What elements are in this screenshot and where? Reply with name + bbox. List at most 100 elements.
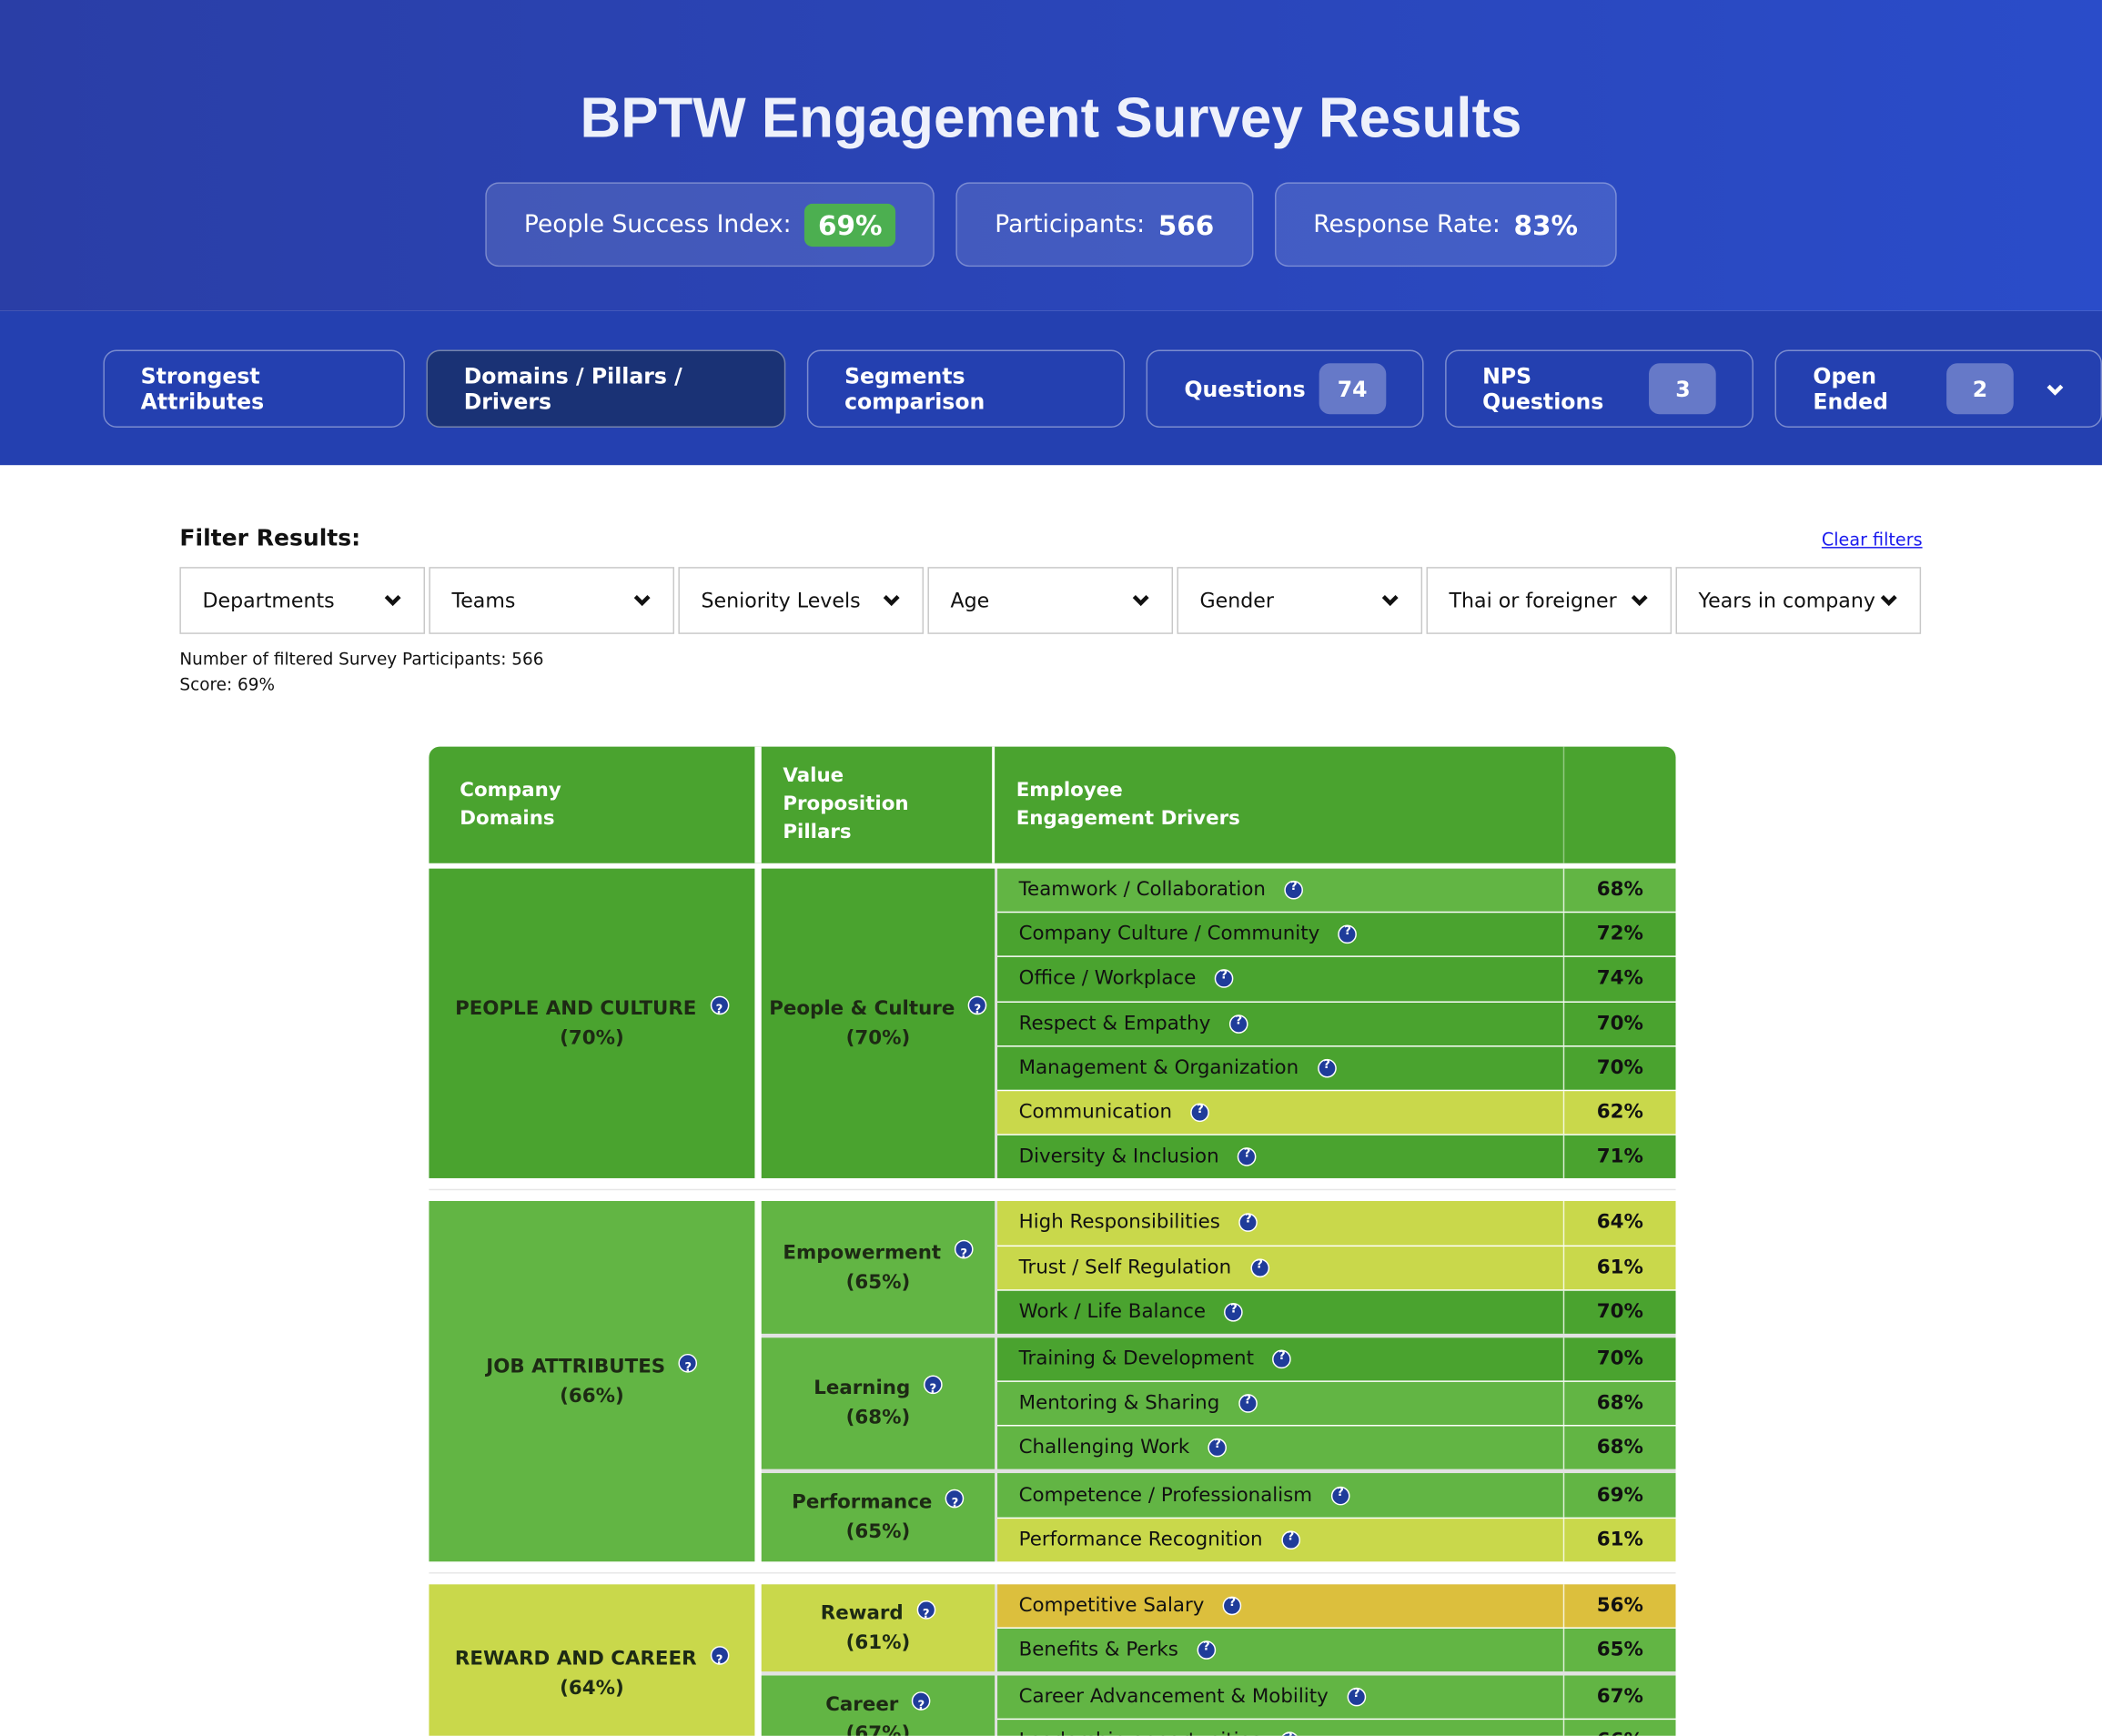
pillar-name-line: Reward — [821, 1599, 936, 1630]
driver-row: Challenging Work 68% — [997, 1426, 1676, 1470]
driver-name: Challenging Work — [1018, 1437, 1190, 1459]
clear-filters[interactable]: Clear filters — [1821, 530, 1923, 551]
help-icon[interactable] — [945, 1489, 965, 1519]
pillar-cell: Performance (65%) — [761, 1473, 995, 1562]
help-icon[interactable] — [1338, 924, 1358, 944]
pillar-name-line: Performance — [792, 1488, 965, 1519]
driver-name: Benefits & Perks — [1018, 1639, 1178, 1661]
driver-row: Office / Workplace 74% — [997, 957, 1676, 1001]
dropdown-label: Departments — [202, 588, 335, 613]
help-icon[interactable] — [912, 1691, 931, 1721]
help-icon[interactable] — [1224, 1302, 1244, 1322]
help-icon[interactable] — [1317, 1058, 1337, 1078]
help-icon[interactable] — [1279, 1732, 1299, 1736]
score-info: Score: 69% — [179, 674, 275, 695]
pillar-column: People & Culture (70%) Teamwork / Collabor… — [761, 868, 1676, 1179]
driver-score: 74% — [1562, 957, 1676, 1001]
filter-dropdown[interactable]: Departments — [179, 567, 426, 634]
driver-row: Communication 62% — [997, 1091, 1676, 1135]
driver-row: Benefits & Perks 65% — [997, 1628, 1676, 1672]
driver-name: Work / Life Balance — [1018, 1301, 1207, 1323]
tab-label: NPS Questions — [1482, 363, 1604, 415]
driver-name-cell: Challenging Work — [997, 1437, 1563, 1459]
driver-score: 68% — [1562, 1426, 1676, 1470]
dropdown-label: Seniority Levels — [701, 588, 861, 613]
help-icon[interactable] — [954, 1239, 974, 1269]
help-icon[interactable] — [1214, 969, 1234, 989]
driver-row: Competence / Professionalism 69% — [997, 1473, 1676, 1518]
help-icon[interactable] — [1197, 1640, 1217, 1660]
tab[interactable]: NPS Questions 3 — [1444, 349, 1754, 428]
pillar: Career (67%) Career Advancement & Mobility… — [761, 1675, 1676, 1736]
driver-row: Management & Organization 70% — [997, 1046, 1676, 1090]
driver-name-cell: Leadership opportunities — [997, 1731, 1563, 1736]
filter-dropdown[interactable]: Years in company — [1675, 567, 1922, 634]
pillar-name: Learning — [814, 1378, 911, 1400]
driver-name-cell: Performance Recognition — [997, 1529, 1563, 1551]
domain-name-line: JOB ATTRIBUTES — [486, 1352, 698, 1383]
help-icon[interactable] — [916, 1600, 936, 1630]
driver-name: Teamwork / Collaboration — [1018, 879, 1266, 902]
help-icon[interactable] — [1272, 1349, 1292, 1369]
driver-score: 71% — [1562, 1135, 1676, 1179]
driver-score: 66% — [1562, 1720, 1676, 1736]
help-icon[interactable] — [1190, 1103, 1210, 1123]
pillar-score: (67%) — [845, 1723, 911, 1736]
driver-score: 70% — [1562, 1002, 1676, 1045]
help-icon[interactable] — [1284, 881, 1304, 900]
help-icon[interactable] — [1229, 1014, 1248, 1034]
help-icon[interactable] — [710, 995, 729, 1024]
driver-name: Career Advancement & Mobility — [1018, 1686, 1329, 1709]
help-icon[interactable] — [1347, 1688, 1367, 1707]
help-icon[interactable] — [1208, 1438, 1228, 1458]
help-icon[interactable] — [1223, 1596, 1242, 1616]
chevron-icon — [1631, 595, 1648, 607]
driver-row: Competitive Salary 56% — [997, 1584, 1676, 1628]
tab[interactable]: Open Ended 2 — [1775, 349, 2102, 428]
filter-dropdown[interactable]: Gender — [1177, 567, 1423, 634]
dropdown-label: Teams — [451, 588, 516, 613]
driver-row: Trust / Self Regulation 61% — [997, 1246, 1676, 1289]
driver-row: High Responsibilities 64% — [997, 1201, 1676, 1245]
driver-name-cell: Benefits & Perks — [997, 1639, 1563, 1661]
filter-dropdown[interactable]: Thai or foreigner — [1426, 567, 1673, 634]
pillar: Learning(68%)Training & Development70%Me… — [761, 1337, 1676, 1470]
stats: People Success Index: 69% Participants: 566… — [0, 182, 2102, 267]
tab[interactable]: Questions 74 — [1147, 349, 1424, 428]
filter-dropdown[interactable]: Teams — [429, 567, 675, 634]
chevron-icon — [1132, 595, 1149, 607]
filter-dropdown[interactable]: Age — [927, 567, 1174, 634]
filter-dropdown[interactable]: Seniority Levels — [678, 567, 925, 634]
domain-group: REWARD AND CAREER (64%) Reward (61%) Competi… — [429, 1584, 1676, 1736]
stat-card: People Success Index: 69% — [485, 182, 935, 267]
domain-cell: JOB ATTRIBUTES (66%) — [429, 1201, 755, 1562]
group-separator — [429, 1178, 1676, 1191]
help-icon[interactable] — [968, 995, 987, 1024]
tab-label: Domains / Pillars / Drivers — [463, 363, 682, 415]
help-icon[interactable] — [1238, 1147, 1257, 1167]
driver-name-cell: Competence / Professionalism — [997, 1485, 1563, 1506]
help-icon[interactable] — [710, 1645, 729, 1675]
help-icon[interactable] — [1249, 1257, 1269, 1277]
tab[interactable]: Strongest Attributes — [103, 349, 405, 428]
header-cell: Employee Engagement Drivers — [995, 746, 1565, 863]
help-icon[interactable] — [678, 1353, 698, 1383]
driver-name: Performance Recognition — [1018, 1529, 1263, 1551]
tab-dropdown[interactable] — [2046, 376, 2065, 401]
tab-bar: Strongest Attributes Domains / Pillars / … — [0, 310, 2102, 466]
tab-label: Open Ended — [1813, 363, 1889, 415]
help-icon[interactable] — [1238, 1394, 1258, 1413]
stat-label: People Success Index: — [523, 210, 792, 239]
tab-label: Questions — [1184, 376, 1306, 402]
tab-badge: 74 — [1319, 363, 1387, 415]
driver-name-cell: High Responsibilities — [997, 1212, 1563, 1234]
tab[interactable]: Segments comparison — [806, 349, 1126, 428]
chevron-icon — [1381, 595, 1399, 607]
help-icon[interactable] — [1238, 1213, 1258, 1233]
help-icon[interactable] — [1281, 1529, 1300, 1549]
tab-badge: 3 — [1649, 363, 1717, 415]
tab[interactable]: Domains / Pillars / Drivers — [426, 349, 786, 428]
page-title: BPTW Engagement Survey Results — [580, 86, 1522, 149]
help-icon[interactable] — [1330, 1486, 1350, 1505]
help-icon[interactable] — [924, 1375, 943, 1405]
